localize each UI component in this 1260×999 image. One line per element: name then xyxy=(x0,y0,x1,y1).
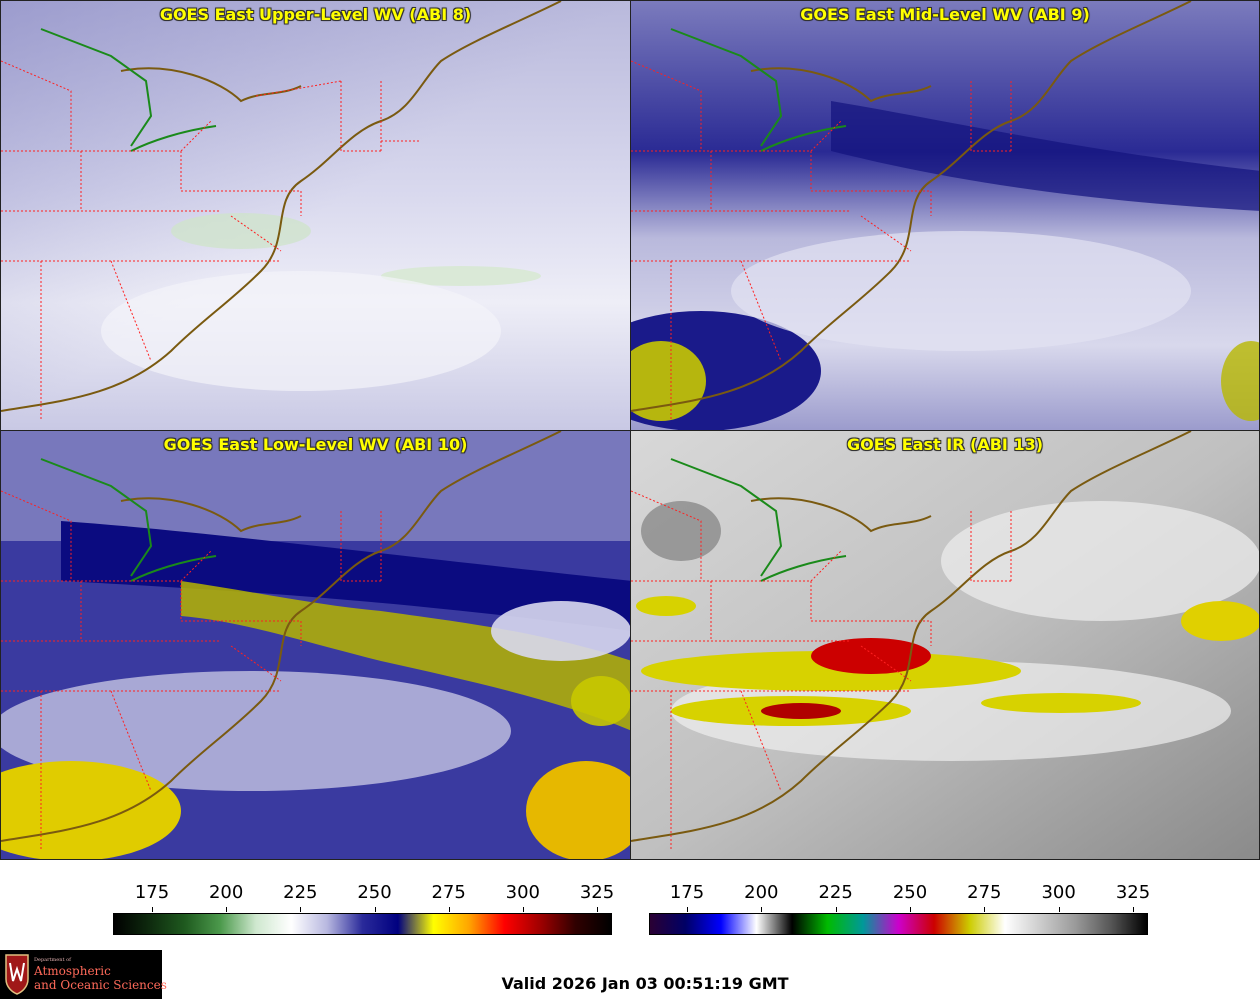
ir-tick-mark xyxy=(687,907,688,912)
panel-title: GOES East Mid-Level WV (ABI 9) xyxy=(800,5,1090,24)
wv-tick-label: 250 xyxy=(357,882,392,903)
panel-mid-level-wv: GOES East Mid-Level WV (ABI 9) xyxy=(630,0,1260,431)
panel-ir: GOES East IR (ABI 13) xyxy=(630,430,1260,860)
wv-tick-label: 175 xyxy=(134,882,170,903)
ir-tick-mark xyxy=(835,907,837,912)
wv-tick-mark xyxy=(522,907,524,912)
wv-tick-label: 225 xyxy=(283,882,318,903)
wv-tick-mark xyxy=(226,907,228,912)
upper-level-wv-image xyxy=(1,1,630,430)
ir-tick-mark xyxy=(984,907,986,912)
ir-tick-label: 275 xyxy=(967,882,1002,903)
panel-upper-level-wv: GOES East Upper-Level WV (ABI 8) xyxy=(0,0,631,431)
panel-low-level-wv: GOES East Low-Level WV (ABI 10) xyxy=(0,430,631,860)
ir-image xyxy=(631,431,1259,859)
wv-tick-mark xyxy=(374,907,376,912)
ir-tick-mark xyxy=(1133,907,1134,912)
panel-title: GOES East Upper-Level WV (ABI 8) xyxy=(159,5,472,24)
aos-logo: Department of Atmospheric and Oceanic Sc… xyxy=(0,950,167,999)
wv-tick-label: 275 xyxy=(431,882,466,903)
ir-colorbar xyxy=(649,913,1148,935)
uw-crest-icon xyxy=(5,954,29,995)
ir-tick-mark xyxy=(1058,907,1060,912)
wv-tick-label: 300 xyxy=(505,882,541,903)
wv-tick-label: 325 xyxy=(579,882,615,903)
wv-tick-mark xyxy=(597,907,598,912)
panel-title: GOES East Low-Level WV (ABI 10) xyxy=(163,435,468,454)
wv-tick-label: 200 xyxy=(208,882,244,903)
panel-title: GOES East IR (ABI 13) xyxy=(846,435,1044,454)
wv-tick-mark xyxy=(152,907,153,912)
mid-level-wv-image xyxy=(631,1,1259,430)
ir-tick-label: 200 xyxy=(744,882,779,903)
logo-line-2: and Oceanic Sciences xyxy=(34,978,167,992)
wv-colorbar xyxy=(113,913,612,935)
ir-tick-label: 175 xyxy=(669,882,705,903)
ir-tick-label: 250 xyxy=(892,882,928,903)
ir-tick-label: 325 xyxy=(1115,882,1151,903)
logo-dept-text: Department of xyxy=(34,957,71,963)
ir-tick-mark xyxy=(910,907,911,912)
ir-tick-label: 225 xyxy=(818,882,853,903)
ir-tick-mark xyxy=(761,907,763,912)
wv-tick-mark xyxy=(448,907,450,912)
valid-time: Valid 2026 Jan 03 00:51:19 GMT xyxy=(501,974,789,993)
wv-tick-mark xyxy=(300,907,302,912)
ir-tick-label: 300 xyxy=(1041,882,1076,903)
low-level-wv-image xyxy=(1,431,630,859)
logo-line-1: Atmospheric xyxy=(34,964,111,978)
